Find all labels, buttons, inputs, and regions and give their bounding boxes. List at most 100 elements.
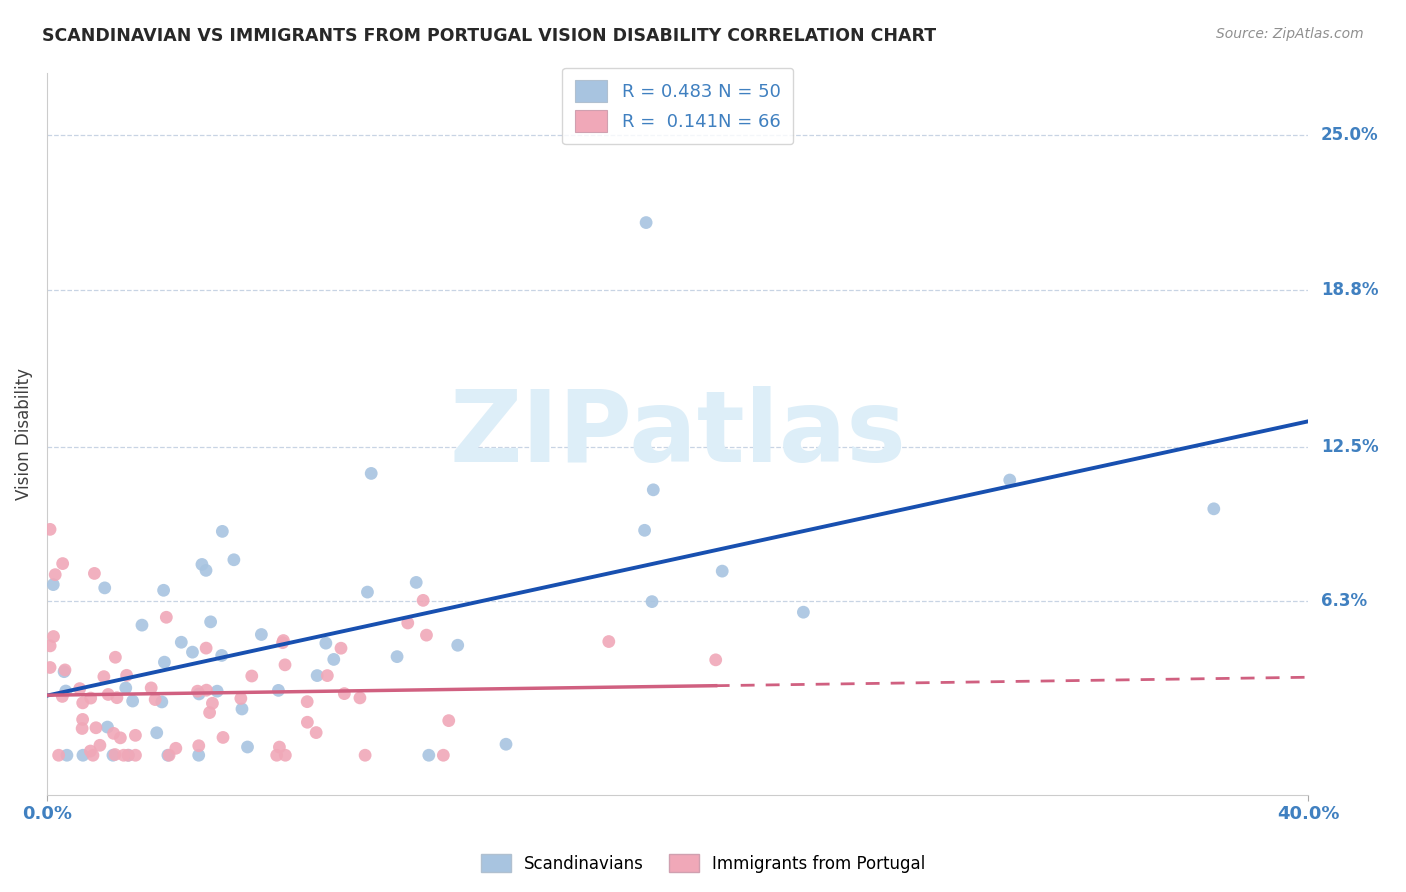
Point [633,524,655,538]
Point [195,563,218,577]
Point [115,668,138,682]
Point [83,566,105,581]
Point [72,748,94,763]
Point [114,681,136,695]
Point [101,748,124,763]
Point [418,748,440,763]
Point [44,567,66,582]
Text: Source: ZipAtlas.com: Source: ZipAtlas.com [1216,27,1364,41]
Point [80,691,103,706]
Point [269,740,291,755]
Point [240,669,263,683]
Point [42,577,65,591]
Point [117,748,139,763]
Text: 18.8%: 18.8% [1322,281,1378,299]
Point [405,575,427,590]
Point [236,739,259,754]
Point [96,720,118,734]
Point [93,581,115,595]
Point [52,557,75,571]
Point [51,690,73,704]
Point [72,713,94,727]
Point [998,473,1021,487]
Point [333,687,356,701]
Point [271,635,294,649]
Point [412,593,434,607]
Point [105,690,128,705]
Point [121,694,143,708]
Point [69,681,91,696]
Point [1202,501,1225,516]
Point [165,741,187,756]
Point [56,748,79,763]
Point [316,668,339,682]
Point [195,641,218,656]
Point [187,739,209,753]
Point [349,690,371,705]
Point [145,725,167,739]
Point [212,731,235,745]
Point [143,692,166,706]
Legend: R = 0.483 N = 50, R =  0.141N = 66: R = 0.483 N = 50, R = 0.141N = 66 [562,68,793,145]
Point [181,645,204,659]
Point [305,725,328,739]
Text: 25.0%: 25.0% [1322,127,1379,145]
Point [155,610,177,624]
Point [82,748,104,763]
Text: 6.3%: 6.3% [1322,592,1367,610]
Point [131,618,153,632]
Point [170,635,193,649]
Point [211,524,233,539]
Point [198,706,221,720]
Point [153,655,176,669]
Point [322,652,344,666]
Point [124,748,146,763]
Point [201,696,224,710]
Point [55,684,77,698]
Text: ZIPatlas: ZIPatlas [449,385,905,483]
Point [104,650,127,665]
Point [117,748,139,763]
Point [711,564,734,578]
Point [200,615,222,629]
Point [354,748,377,763]
Point [267,683,290,698]
Point [124,728,146,742]
Point [97,688,120,702]
Point [250,627,273,641]
Y-axis label: Vision Disability: Vision Disability [15,368,32,500]
Point [156,748,179,763]
Point [273,633,295,648]
Point [72,696,94,710]
Point [93,670,115,684]
Point [70,722,93,736]
Point [266,748,288,763]
Point [295,695,318,709]
Point [437,714,460,728]
Point [39,660,62,674]
Point [53,665,76,679]
Point [188,687,211,701]
Point [187,684,209,698]
Point [195,683,218,698]
Text: 12.5%: 12.5% [1322,438,1379,456]
Point [191,558,214,572]
Point [432,748,454,763]
Point [274,657,297,672]
Point [39,522,62,536]
Point [704,653,727,667]
Point [152,583,174,598]
Point [157,748,180,763]
Point [187,748,209,763]
Point [141,681,163,695]
Point [598,634,620,648]
Point [53,663,76,677]
Point [112,748,135,763]
Point [315,636,337,650]
Point [636,216,658,230]
Point [42,630,65,644]
Point [641,594,664,608]
Point [104,747,127,762]
Point [330,641,353,656]
Text: SCANDINAVIAN VS IMMIGRANTS FROM PORTUGAL VISION DISABILITY CORRELATION CHART: SCANDINAVIAN VS IMMIGRANTS FROM PORTUGAL… [42,27,936,45]
